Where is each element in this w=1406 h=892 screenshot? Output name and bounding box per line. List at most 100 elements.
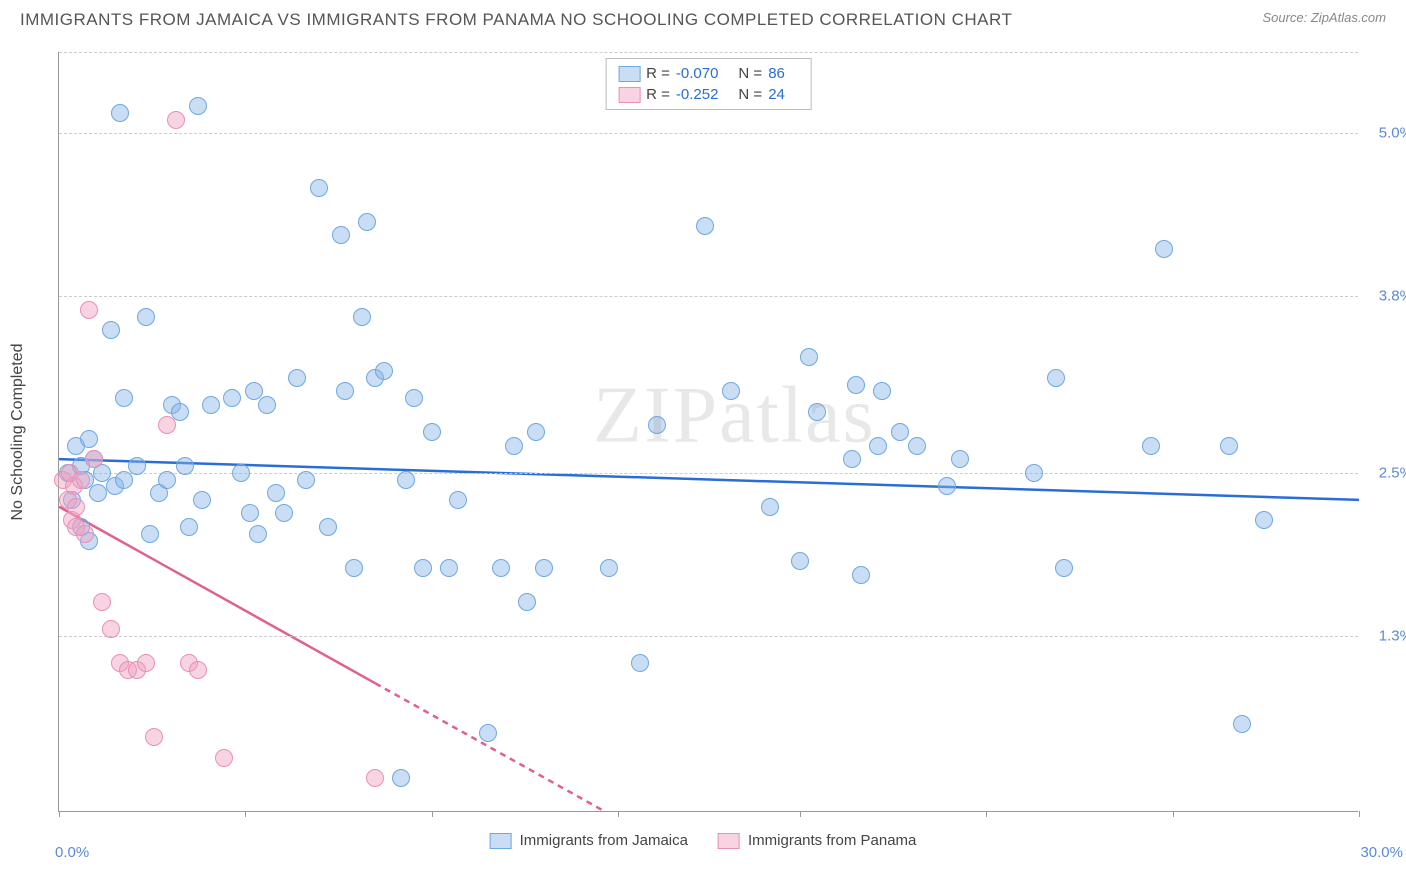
scatter-point xyxy=(358,213,376,231)
x-tick xyxy=(1173,811,1174,817)
scatter-point xyxy=(518,593,536,611)
gridline xyxy=(59,473,1358,474)
scatter-point xyxy=(600,559,618,577)
scatter-point xyxy=(353,308,371,326)
scatter-point xyxy=(241,504,259,522)
scatter-point xyxy=(852,566,870,584)
scatter-point xyxy=(800,348,818,366)
scatter-point xyxy=(440,559,458,577)
y-tick-label: 5.0% xyxy=(1363,125,1406,142)
scatter-point xyxy=(332,226,350,244)
scatter-point xyxy=(137,308,155,326)
scatter-point xyxy=(449,491,467,509)
scatter-point xyxy=(492,559,510,577)
scatter-point xyxy=(761,498,779,516)
legend-swatch xyxy=(490,833,512,849)
scatter-point xyxy=(310,179,328,197)
scatter-point xyxy=(258,396,276,414)
scatter-point xyxy=(1047,369,1065,387)
scatter-point xyxy=(1220,437,1238,455)
legend-stats-box: R = -0.070N = 86R = -0.252N = 24 xyxy=(605,58,812,110)
y-tick-label: 3.8% xyxy=(1363,288,1406,305)
scatter-point xyxy=(1233,715,1251,733)
legend-stats-row: R = -0.070N = 86 xyxy=(618,63,799,84)
scatter-point xyxy=(145,728,163,746)
scatter-point xyxy=(232,464,250,482)
x-tick xyxy=(245,811,246,817)
scatter-point xyxy=(908,437,926,455)
x-tick xyxy=(59,811,60,817)
x-tick xyxy=(432,811,433,817)
scatter-point xyxy=(189,97,207,115)
scatter-point xyxy=(319,518,337,536)
scatter-point xyxy=(215,749,233,767)
scatter-point xyxy=(102,321,120,339)
scatter-point xyxy=(1055,559,1073,577)
legend-bottom: Immigrants from JamaicaImmigrants from P… xyxy=(490,832,917,849)
plot-area: ZIPatlas R = -0.070N = 86R = -0.252N = 2… xyxy=(58,52,1358,812)
scatter-point xyxy=(423,423,441,441)
scatter-point xyxy=(167,111,185,129)
y-tick-label: 1.3% xyxy=(1363,627,1406,644)
scatter-point xyxy=(375,362,393,380)
scatter-point xyxy=(535,559,553,577)
scatter-point xyxy=(505,437,523,455)
scatter-point xyxy=(137,654,155,672)
scatter-point xyxy=(85,450,103,468)
scatter-point xyxy=(405,389,423,407)
x-tick xyxy=(986,811,987,817)
scatter-point xyxy=(843,450,861,468)
scatter-point xyxy=(696,217,714,235)
x-end-label: 30.0% xyxy=(1360,844,1403,861)
scatter-point xyxy=(67,498,85,516)
scatter-point xyxy=(80,301,98,319)
scatter-point xyxy=(111,104,129,122)
legend-swatch xyxy=(718,833,740,849)
scatter-point xyxy=(180,518,198,536)
scatter-point xyxy=(297,471,315,489)
scatter-point xyxy=(951,450,969,468)
y-axis-label: No Schooling Completed xyxy=(9,344,27,521)
scatter-point xyxy=(89,484,107,502)
scatter-point xyxy=(288,369,306,387)
scatter-point xyxy=(202,396,220,414)
scatter-point xyxy=(345,559,363,577)
x-tick xyxy=(618,811,619,817)
legend-item: Immigrants from Panama xyxy=(718,832,916,849)
scatter-point xyxy=(1155,240,1173,258)
legend-label: Immigrants from Panama xyxy=(748,832,916,849)
scatter-point xyxy=(93,593,111,611)
scatter-point xyxy=(267,484,285,502)
scatter-point xyxy=(1142,437,1160,455)
legend-swatch xyxy=(618,66,640,82)
chart-title: IMMIGRANTS FROM JAMAICA VS IMMIGRANTS FR… xyxy=(20,10,1012,30)
legend-swatch xyxy=(618,87,640,103)
scatter-point xyxy=(527,423,545,441)
scatter-point xyxy=(847,376,865,394)
source-attribution: Source: ZipAtlas.com xyxy=(1262,10,1386,25)
scatter-point xyxy=(128,457,146,475)
scatter-point xyxy=(76,525,94,543)
scatter-point xyxy=(873,382,891,400)
legend-stats-row: R = -0.252N = 24 xyxy=(618,84,799,105)
scatter-point xyxy=(189,661,207,679)
scatter-point xyxy=(193,491,211,509)
scatter-point xyxy=(171,403,189,421)
scatter-point xyxy=(722,382,740,400)
gridline xyxy=(59,296,1358,297)
scatter-point xyxy=(72,471,90,489)
scatter-point xyxy=(479,724,497,742)
scatter-point xyxy=(158,416,176,434)
x-start-label: 0.0% xyxy=(55,844,89,861)
scatter-point xyxy=(115,389,133,407)
scatter-point xyxy=(158,471,176,489)
scatter-point xyxy=(115,471,133,489)
scatter-point xyxy=(791,552,809,570)
scatter-point xyxy=(414,559,432,577)
gridline xyxy=(59,52,1358,53)
scatter-point xyxy=(80,430,98,448)
scatter-point xyxy=(631,654,649,672)
scatter-point xyxy=(223,389,241,407)
scatter-point xyxy=(102,620,120,638)
scatter-point xyxy=(336,382,354,400)
